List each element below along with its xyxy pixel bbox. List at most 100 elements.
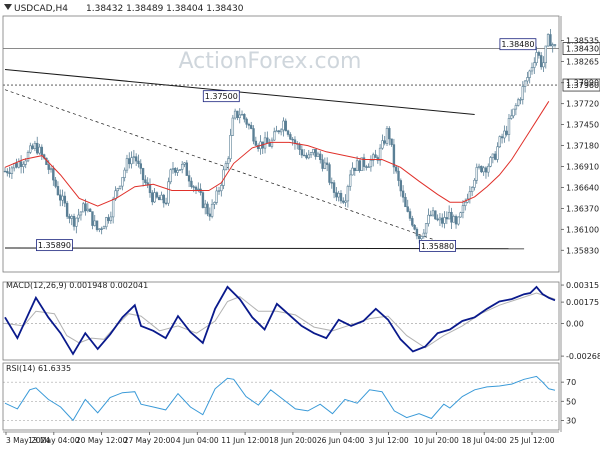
candle-body — [289, 134, 292, 140]
candle-body — [530, 67, 534, 72]
price-tick-label: 1.37720 — [566, 100, 599, 109]
candle-body — [185, 162, 188, 176]
candle-body — [351, 167, 354, 176]
candle-body — [503, 130, 506, 139]
candle-body — [482, 167, 485, 173]
candle-body — [300, 149, 304, 156]
rsi-tick-label: 50 — [566, 397, 576, 406]
candle-body — [121, 177, 124, 187]
candle-body — [141, 168, 145, 181]
trendline — [4, 69, 475, 116]
macd-tick-label: 0.00175 — [566, 298, 599, 307]
candle-body — [298, 143, 301, 150]
candle-body — [10, 167, 14, 174]
candle-body — [79, 211, 83, 216]
candle-body — [498, 136, 501, 148]
time-tick-label: 3 Jul 12:00 — [368, 436, 408, 445]
candle-body — [335, 192, 338, 198]
candle-body — [339, 192, 343, 202]
price-level-label: 1.37960 — [566, 81, 599, 90]
time-tick-label: 18 Jun 20:00 — [269, 436, 317, 445]
candle-body — [383, 140, 386, 144]
candle-body — [404, 196, 407, 208]
candle-body — [521, 86, 524, 100]
candle-body — [328, 164, 331, 183]
candle-body — [434, 210, 437, 220]
candle-body — [438, 217, 442, 221]
candle-body — [367, 166, 370, 168]
candle-body — [190, 180, 193, 187]
candle-body — [484, 167, 488, 173]
candle-body — [477, 165, 481, 168]
candle-body — [56, 186, 60, 196]
candle-body — [454, 216, 458, 225]
candle-body — [88, 208, 92, 212]
candle-body — [15, 163, 18, 168]
candle-body — [19, 161, 23, 167]
price-tick-label: 1.35830 — [566, 246, 599, 255]
macd-tick-label: 0.00 — [566, 319, 584, 328]
candle-body — [291, 138, 294, 141]
candle-body — [337, 192, 340, 198]
candle-body — [187, 175, 191, 182]
rsi-tick-label: 30 — [566, 416, 576, 425]
candle-body — [459, 212, 462, 218]
candle-body — [519, 99, 522, 101]
candle-body — [70, 215, 73, 219]
candle-body — [537, 52, 541, 56]
price-annotation-label: 1.35880 — [421, 242, 454, 251]
candle-body — [512, 108, 515, 117]
candle-body — [183, 162, 186, 165]
candle-body — [59, 194, 62, 201]
candle-body — [270, 139, 274, 147]
candle-body — [52, 168, 55, 181]
price-panel: 1.37960 1.38430 1.37500 1.35890 1.35880 1.384… — [3, 28, 600, 252]
candle-body — [516, 99, 520, 106]
candle-body — [197, 188, 200, 191]
price-tick-label: 1.36100 — [566, 225, 599, 234]
candle-body — [401, 190, 405, 198]
candle-body — [178, 169, 182, 171]
candle-body — [507, 118, 511, 135]
candle-body — [245, 118, 248, 125]
candle-body — [388, 128, 391, 140]
collapse-triangle-icon[interactable] — [4, 4, 12, 10]
candle-body — [240, 114, 244, 116]
candle-body — [134, 156, 138, 162]
candle-body — [279, 129, 283, 133]
candle-body — [546, 34, 550, 47]
candle-body — [376, 157, 380, 161]
candle-body — [526, 77, 529, 82]
candle-body — [284, 120, 287, 132]
candle-body — [314, 149, 317, 157]
candle-body — [374, 154, 377, 158]
candle-body — [208, 213, 212, 217]
candle-body — [3, 170, 7, 173]
candle-body — [346, 186, 350, 202]
candle-body — [233, 110, 237, 119]
candle-body — [415, 228, 419, 237]
candle-body — [82, 203, 85, 213]
candle-body — [316, 153, 320, 157]
time-tick-label: 27 May 20:00 — [124, 436, 176, 445]
candle-body — [63, 195, 67, 204]
candle-body — [480, 165, 483, 173]
candle-body — [93, 220, 96, 226]
candle-body — [118, 185, 122, 189]
candle-body — [243, 114, 246, 120]
candle-body — [109, 216, 113, 222]
candle-body — [77, 214, 80, 219]
macd-line — [4, 285, 556, 356]
macd-label: MACD(12,26,9) 0.001948 0.002041 — [6, 281, 148, 290]
rsi-line — [4, 375, 556, 422]
candle-body — [224, 163, 228, 171]
candle-body — [431, 210, 435, 216]
candle-body — [489, 157, 492, 167]
candle-body — [91, 211, 94, 226]
candle-body — [443, 217, 446, 224]
candle-body — [275, 130, 278, 133]
candle-body — [342, 200, 345, 203]
candle-body — [399, 180, 403, 192]
price-annotation-label: 1.37500 — [205, 92, 238, 101]
